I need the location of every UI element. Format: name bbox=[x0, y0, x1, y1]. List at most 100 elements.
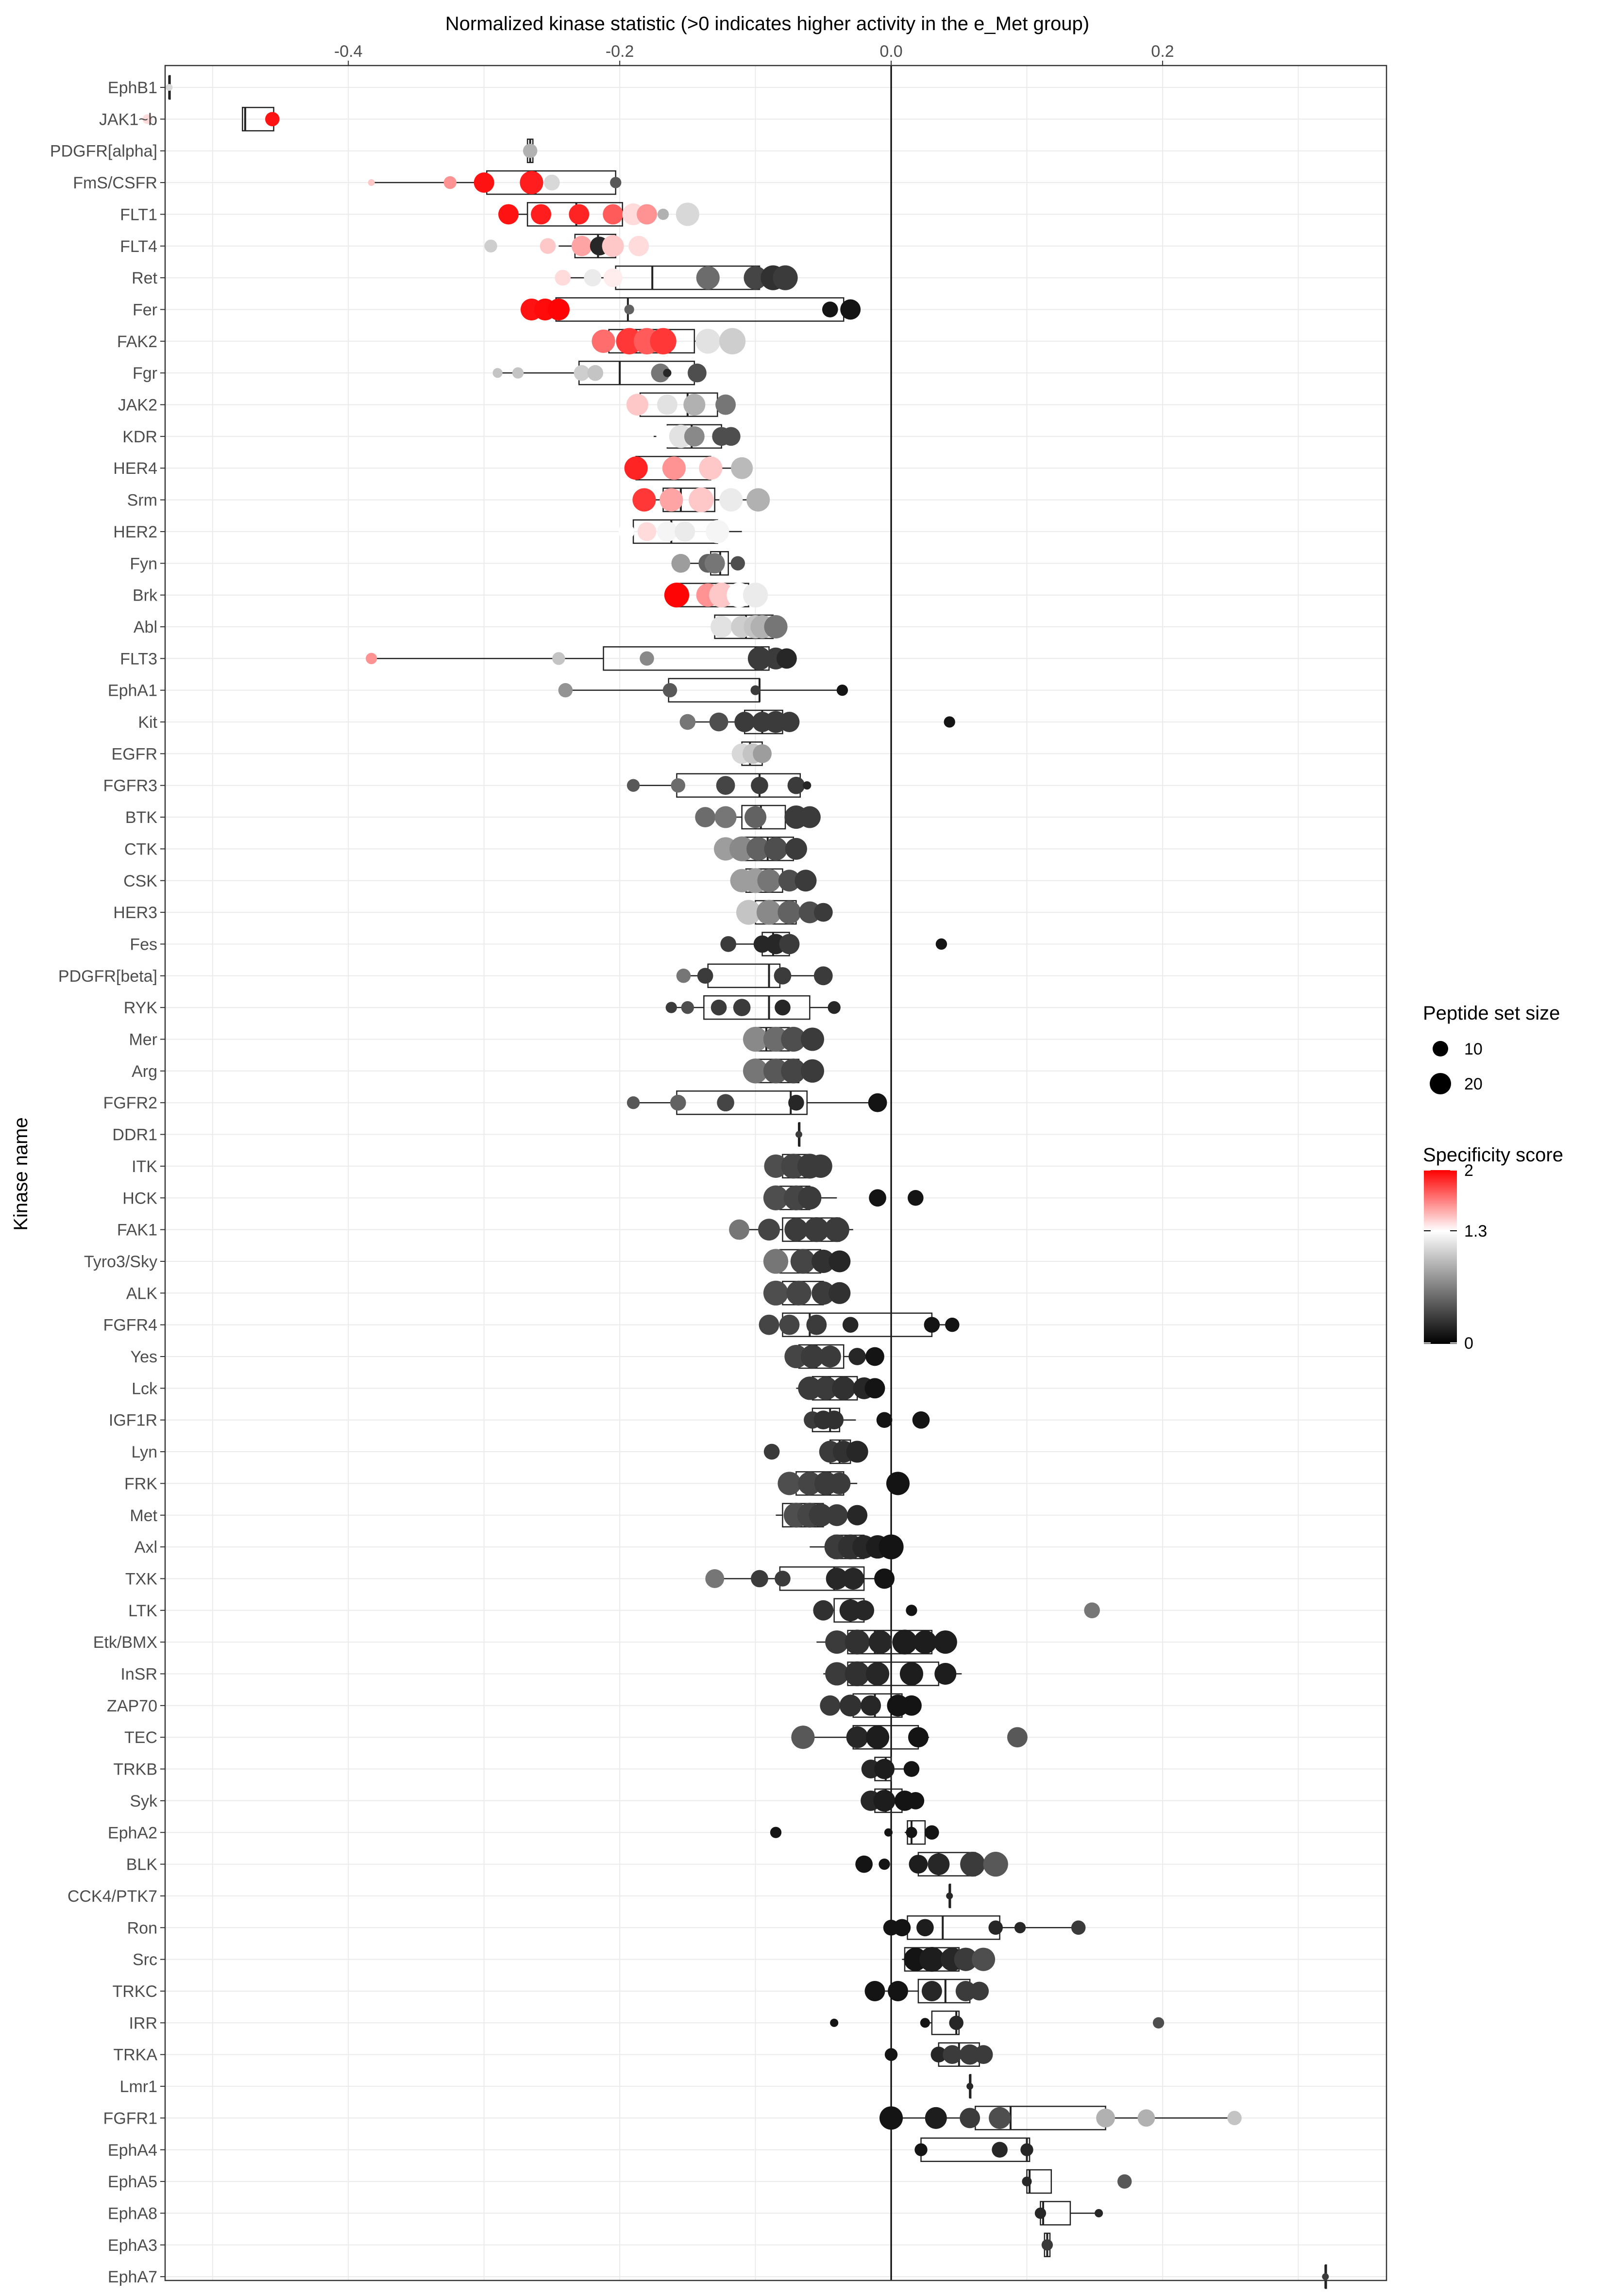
data-point bbox=[798, 806, 821, 828]
data-point bbox=[846, 1441, 868, 1463]
data-point bbox=[751, 776, 768, 794]
data-point bbox=[1137, 2109, 1155, 2127]
data-point bbox=[825, 1662, 849, 1686]
data-point bbox=[587, 365, 604, 381]
data-point bbox=[676, 969, 691, 983]
data-point bbox=[954, 1947, 978, 1971]
data-point bbox=[884, 1828, 893, 1837]
data-point bbox=[846, 1726, 868, 1748]
data-point bbox=[914, 2143, 928, 2156]
data-point bbox=[696, 266, 720, 290]
data-point bbox=[764, 837, 788, 861]
data-point bbox=[945, 1317, 960, 1332]
y-tick-label: HCK bbox=[122, 1189, 157, 1207]
y-tick-label: Tyro3/Sky bbox=[84, 1253, 157, 1271]
y-tick-label: InSR bbox=[120, 1665, 157, 1684]
data-point bbox=[825, 1410, 844, 1430]
data-point bbox=[828, 1001, 841, 1014]
data-point bbox=[544, 174, 560, 191]
data-point bbox=[523, 143, 538, 158]
data-point bbox=[603, 268, 623, 287]
data-point bbox=[786, 1280, 811, 1306]
data-point bbox=[484, 239, 497, 252]
data-point bbox=[730, 556, 745, 570]
data-point bbox=[811, 1281, 835, 1305]
x-axis: -0.4 -0.2 0.0 0.2 bbox=[334, 42, 1174, 66]
data-point bbox=[695, 807, 716, 828]
data-point bbox=[899, 1662, 923, 1686]
data-point bbox=[970, 1981, 989, 2001]
data-point bbox=[864, 1378, 885, 1399]
data-point bbox=[879, 1534, 904, 1559]
data-point bbox=[795, 1131, 803, 1138]
data-point bbox=[618, 523, 635, 540]
data-point bbox=[699, 456, 723, 480]
data-point bbox=[776, 648, 797, 669]
data-point bbox=[809, 1503, 832, 1527]
data-point bbox=[763, 1280, 789, 1306]
data-point bbox=[626, 779, 640, 792]
data-point bbox=[775, 999, 791, 1016]
y-tick-label: Srm bbox=[127, 491, 157, 510]
data-point bbox=[924, 1317, 940, 1333]
y-tick-label: EphA7 bbox=[108, 2268, 157, 2286]
data-point bbox=[763, 1185, 789, 1210]
y-tick-label: Abl bbox=[134, 618, 157, 637]
data-point bbox=[836, 685, 848, 696]
data-point bbox=[886, 1472, 910, 1495]
y-tick-label: Fgr bbox=[133, 364, 157, 383]
data-point bbox=[907, 1792, 925, 1810]
data-point bbox=[804, 1217, 829, 1242]
data-point bbox=[788, 1094, 804, 1111]
data-point bbox=[845, 1661, 870, 1687]
y-tick-label: CSK bbox=[123, 872, 157, 890]
data-point bbox=[763, 1249, 789, 1274]
data-point bbox=[798, 1376, 822, 1400]
data-point bbox=[983, 1852, 1008, 1877]
data-point bbox=[746, 488, 770, 512]
y-tick-label: EphA2 bbox=[108, 1824, 157, 1842]
data-point bbox=[779, 1314, 800, 1335]
data-point bbox=[903, 1761, 920, 1777]
y-tick-label: EphA4 bbox=[108, 2141, 157, 2160]
data-point bbox=[540, 238, 556, 254]
data-point bbox=[671, 778, 686, 793]
data-point bbox=[916, 1919, 934, 1937]
data-point bbox=[719, 328, 746, 354]
data-point bbox=[800, 1344, 824, 1369]
data-point bbox=[498, 204, 519, 225]
y-tick-label: Ron bbox=[127, 1919, 157, 1937]
data-point bbox=[774, 967, 792, 985]
data-point bbox=[906, 1605, 917, 1616]
data-point bbox=[757, 869, 781, 892]
y-tick-label: Fyn bbox=[130, 554, 157, 573]
data-point bbox=[443, 176, 457, 189]
data-point bbox=[746, 837, 770, 861]
y-tick-label: TEC bbox=[124, 1728, 157, 1747]
x-tick-label: 0.0 bbox=[879, 42, 902, 61]
data-point bbox=[1020, 2143, 1033, 2156]
data-point bbox=[778, 1472, 801, 1495]
data-point bbox=[720, 936, 736, 952]
y-tick-label: BTK bbox=[125, 808, 157, 827]
data-point bbox=[1084, 1602, 1100, 1619]
y-tick-label: EphB1 bbox=[108, 79, 157, 97]
x-tick-label: -0.4 bbox=[334, 42, 363, 61]
data-point bbox=[764, 615, 788, 638]
data-point bbox=[624, 304, 634, 315]
data-point bbox=[657, 208, 669, 220]
data-point bbox=[847, 1505, 868, 1525]
data-point bbox=[492, 368, 503, 378]
data-point bbox=[664, 583, 690, 608]
data-point bbox=[1007, 1727, 1028, 1748]
data-point bbox=[751, 1570, 768, 1588]
data-point bbox=[584, 269, 602, 286]
data-point bbox=[662, 456, 686, 480]
data-point bbox=[842, 1317, 859, 1333]
data-point bbox=[960, 2044, 981, 2065]
data-point bbox=[756, 900, 782, 925]
size-legend-label-large: 20 bbox=[1464, 1075, 1483, 1093]
data-point bbox=[1041, 2239, 1053, 2251]
data-point bbox=[520, 171, 543, 195]
data-point bbox=[925, 2107, 947, 2129]
